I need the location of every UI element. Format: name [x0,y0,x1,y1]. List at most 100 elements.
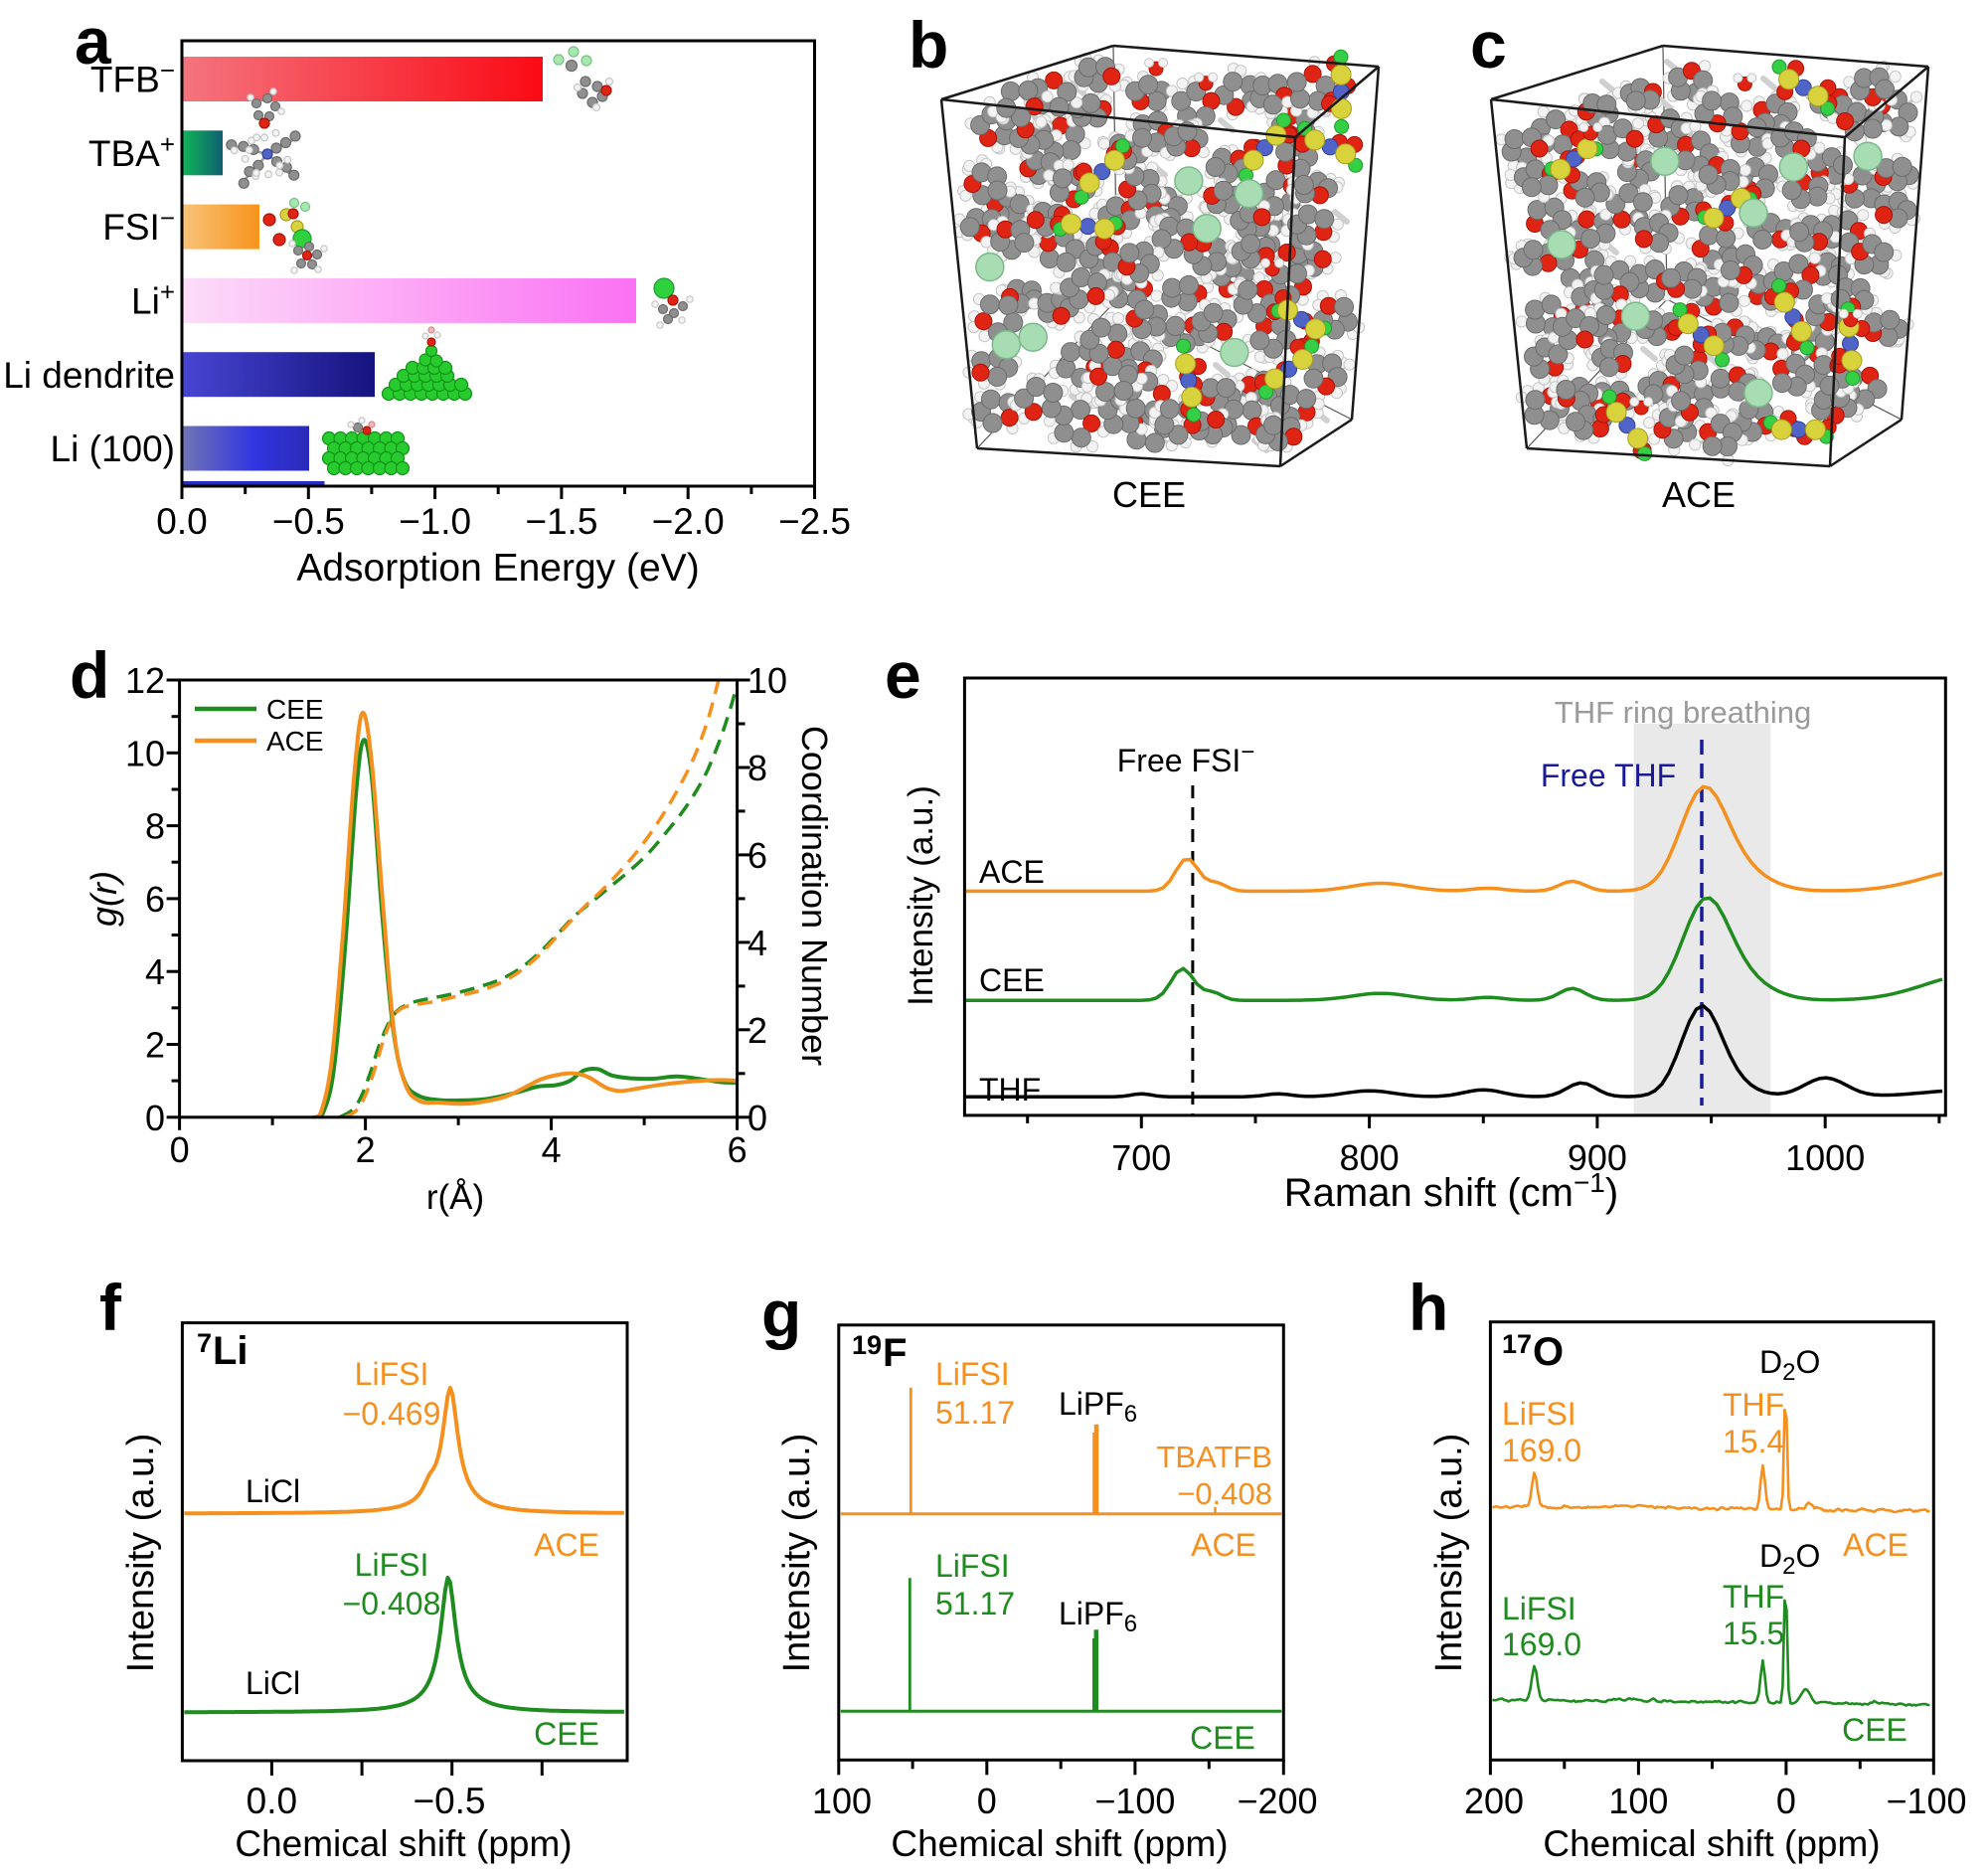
svg-text:169.0: 169.0 [1502,1626,1581,1662]
svg-text:100: 100 [812,1781,872,1821]
svg-text:6: 6 [728,1129,747,1170]
svg-text:ACE: ACE [266,726,324,757]
svg-text:LiFSI: LiFSI [1502,1591,1576,1626]
svg-text:TBATFB: TBATFB [1156,1440,1272,1474]
svg-text:0: 0 [977,1781,997,1821]
svg-text:Li (100): Li (100) [51,428,175,469]
svg-text:LiCl: LiCl [246,1473,300,1509]
svg-text:10: 10 [747,660,787,701]
svg-text:THF: THF [979,1072,1041,1108]
svg-text:15.4: 15.4 [1723,1424,1784,1459]
svg-text:−0.5: −0.5 [413,1781,485,1821]
svg-text:LiCl: LiCl [246,1665,300,1701]
svg-text:Li: Li [213,1329,248,1373]
svg-text:Raman shift (cm−1): Raman shift (cm−1) [1284,1167,1618,1215]
svg-text:h: h [1408,1271,1448,1344]
svg-text:700: 700 [1111,1137,1171,1178]
svg-text:e: e [885,638,921,712]
svg-text:−100: −100 [1886,1781,1966,1821]
svg-text:12: 12 [125,660,165,701]
svg-text:ACE: ACE [1662,474,1736,515]
svg-text:15.5: 15.5 [1723,1616,1784,1651]
svg-text:O: O [1533,1330,1564,1374]
svg-text:19: 19 [852,1330,882,1360]
svg-text:Coordination Number: Coordination Number [794,726,835,1066]
svg-text:Intensity (a.u.): Intensity (a.u.) [1428,1434,1470,1673]
svg-text:−2.5: −2.5 [778,501,851,542]
svg-text:800: 800 [1340,1137,1400,1178]
svg-text:900: 900 [1568,1137,1627,1178]
svg-text:−1.0: −1.0 [399,501,471,542]
svg-text:51.17: 51.17 [935,1586,1015,1621]
svg-text:100: 100 [1608,1781,1668,1821]
svg-text:2: 2 [356,1129,376,1170]
svg-text:CEE: CEE [979,962,1045,998]
svg-text:Chemical shift (ppm): Chemical shift (ppm) [1543,1823,1880,1864]
svg-text:Chemical shift (ppm): Chemical shift (ppm) [891,1823,1228,1864]
svg-text:D2O: D2O [1759,1344,1820,1386]
svg-text:F: F [883,1331,907,1375]
svg-text:0: 0 [145,1098,165,1138]
svg-text:17: 17 [1502,1329,1532,1359]
svg-text:THF: THF [1723,1579,1784,1615]
svg-text:8: 8 [747,748,767,788]
svg-text:c: c [1470,8,1507,82]
svg-text:−0.408: −0.408 [343,1586,441,1621]
svg-text:−200: −200 [1237,1781,1317,1821]
svg-text:LiFSI: LiFSI [1502,1396,1576,1432]
svg-text:CEE: CEE [1842,1712,1907,1748]
svg-text:1000: 1000 [1785,1137,1865,1178]
svg-text:6: 6 [145,879,165,920]
svg-text:ACE: ACE [979,854,1045,890]
svg-text:0: 0 [1776,1781,1796,1821]
svg-text:8: 8 [145,806,165,847]
svg-text:g(r): g(r) [83,871,124,927]
svg-text:Li dendrite: Li dendrite [3,355,175,396]
svg-text:Chemical shift (ppm): Chemical shift (ppm) [235,1823,572,1864]
svg-text:d: d [70,638,109,712]
svg-text:r(Å): r(Å) [426,1178,484,1217]
svg-text:169.0: 169.0 [1502,1433,1581,1468]
svg-text:ACE: ACE [1191,1527,1256,1563]
svg-text:0: 0 [747,1098,767,1138]
svg-text:CEE: CEE [1112,474,1186,515]
svg-text:0.0: 0.0 [247,1781,297,1821]
svg-text:b: b [909,8,948,82]
svg-text:Free FSI−: Free FSI− [1117,739,1254,778]
svg-text:−0.469: −0.469 [343,1396,441,1432]
svg-text:Free THF: Free THF [1541,758,1676,793]
svg-text:4: 4 [542,1129,562,1170]
svg-text:6: 6 [747,835,767,876]
svg-text:THF ring breathing: THF ring breathing [1555,695,1811,730]
svg-text:f: f [99,1271,122,1344]
svg-text:g: g [761,1277,801,1350]
svg-text:Adsorption Energy (eV): Adsorption Energy (eV) [296,547,699,590]
svg-text:2: 2 [145,1025,165,1066]
svg-text:200: 200 [1464,1781,1524,1821]
svg-text:CEE: CEE [1190,1720,1255,1756]
svg-text:0: 0 [170,1129,190,1170]
svg-text:7: 7 [197,1328,212,1358]
svg-text:LiFSI: LiFSI [935,1548,1010,1584]
svg-text:D2O: D2O [1759,1538,1820,1580]
svg-text:−0.5: −0.5 [272,501,345,542]
svg-text:ACE: ACE [1843,1527,1908,1563]
svg-text:LiFSI: LiFSI [355,1356,429,1392]
svg-text:51.17: 51.17 [935,1395,1015,1431]
svg-text:4: 4 [747,923,767,963]
svg-text:−100: −100 [1094,1781,1175,1821]
svg-text:2: 2 [747,1010,767,1051]
svg-text:Intensity (a.u.): Intensity (a.u.) [776,1434,818,1673]
svg-text:THF: THF [1723,1387,1784,1423]
svg-text:a: a [75,4,112,78]
svg-text:ACE: ACE [534,1527,599,1563]
svg-text:−1.5: −1.5 [525,501,597,542]
svg-text:CEE: CEE [266,694,324,725]
svg-text:LiFSI: LiFSI [935,1356,1010,1392]
svg-text:−2.0: −2.0 [652,501,725,542]
svg-text:−0.408: −0.408 [1177,1476,1272,1511]
svg-text:Intensity (a.u.): Intensity (a.u.) [902,785,940,1006]
svg-text:0.0: 0.0 [156,501,207,542]
svg-text:Intensity (a.u.): Intensity (a.u.) [120,1434,162,1673]
svg-text:4: 4 [145,951,165,992]
